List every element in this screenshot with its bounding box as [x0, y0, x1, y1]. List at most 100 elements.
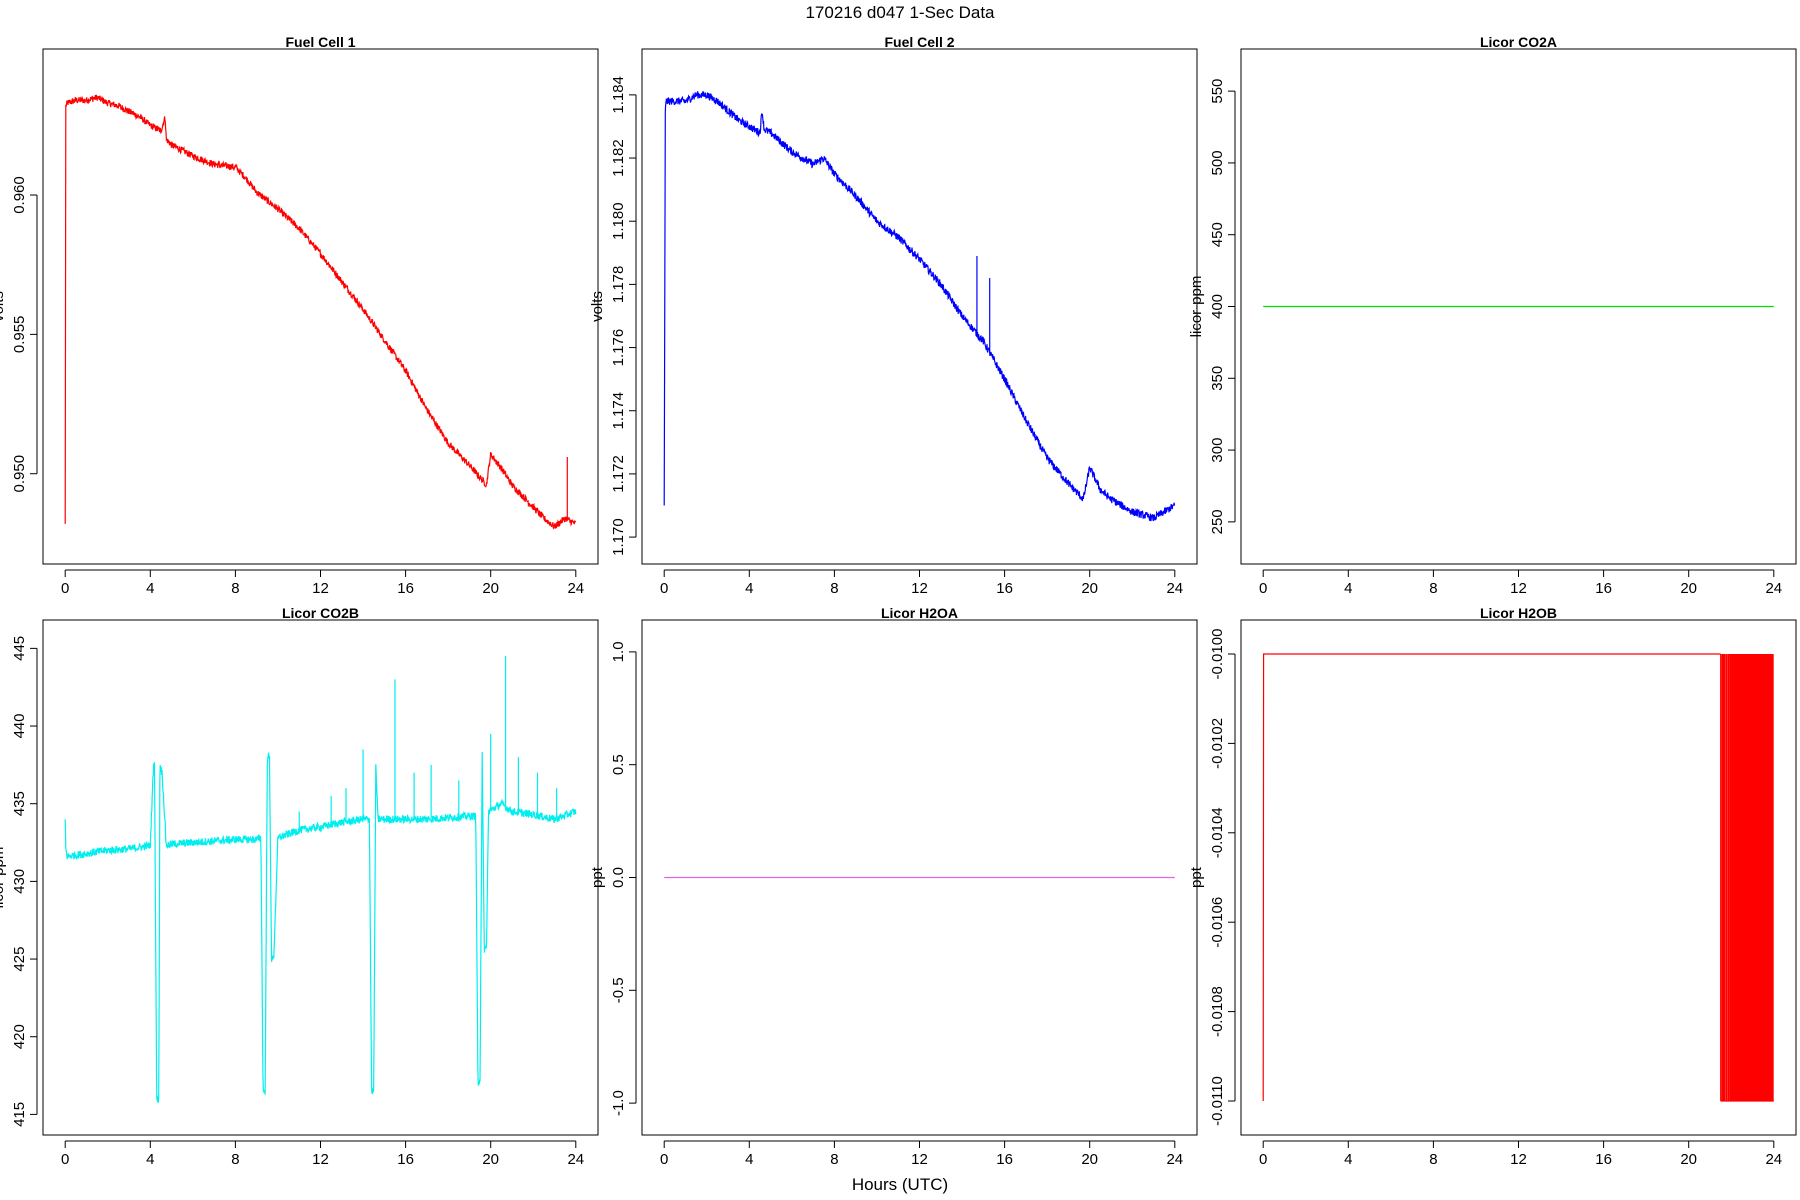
- y-tick-label: 425: [11, 947, 28, 972]
- series-line: [64, 94, 576, 530]
- x-tick-label: 12: [312, 580, 329, 597]
- y-axis: 415 420 425 430 435 440 445: [11, 636, 38, 1127]
- x-tick-label: 8: [231, 580, 239, 597]
- plot-frame: [641, 619, 1198, 1136]
- y-axis-label: volts: [0, 291, 7, 322]
- series-line: [663, 91, 1176, 522]
- x-tick-label: 0: [61, 580, 69, 597]
- y-tick-label: 0.950: [11, 455, 28, 493]
- x-tick-label: 20: [1680, 1151, 1697, 1168]
- x-tick-label: 0: [660, 1151, 668, 1168]
- series: [663, 91, 1176, 522]
- series: [1262, 653, 1774, 1102]
- y-tick-label: 0.5: [610, 754, 627, 775]
- y-tick-label: -0.0102: [1209, 718, 1226, 769]
- y-tick-label: -0.0100: [1209, 629, 1226, 680]
- x-axis: 0 4 8 12 16 20 24: [660, 1140, 1183, 1168]
- x-tick-label: 24: [1765, 1151, 1782, 1168]
- series: [64, 656, 577, 1104]
- x-tick-label: 16: [397, 1151, 414, 1168]
- y-tick-label: 420: [11, 1024, 28, 1049]
- y-tick-label: 450: [1209, 222, 1226, 247]
- y-tick-label: 500: [1209, 150, 1226, 175]
- series-line: [1262, 653, 1721, 1102]
- y-axis-label: ppt: [589, 866, 606, 888]
- y-tick-label: 300: [1209, 438, 1226, 463]
- main-title: 170216 d047 1-Sec Data: [805, 3, 995, 22]
- x-tick-label: 0: [660, 580, 668, 597]
- y-tick-label: 435: [11, 791, 28, 816]
- y-tick-label: 445: [11, 636, 28, 661]
- y-tick-label: 0.955: [11, 316, 28, 354]
- x-axis: 0 4 8 12 16 20 24: [1259, 569, 1782, 597]
- y-axis-label: ppt: [1188, 866, 1205, 888]
- y-tick-label: 1.184: [610, 76, 627, 114]
- y-tick-label: 1.182: [610, 139, 627, 177]
- x-tick-label: 8: [1429, 580, 1437, 597]
- panel-title: Licor CO2A: [1480, 34, 1557, 50]
- x-tick-label: 20: [482, 580, 499, 597]
- x-axis: 0 4 8 12 16 20 24: [660, 569, 1183, 597]
- x-tick-label: 16: [1595, 1151, 1612, 1168]
- x-tick-label: 24: [567, 1151, 584, 1168]
- x-tick-label: 12: [1510, 580, 1527, 597]
- x-tick-label: 16: [996, 580, 1013, 597]
- x-tick-label: 0: [1259, 1151, 1267, 1168]
- y-axis: -1.0 -0.5 0.0 0.5 1.0: [610, 641, 637, 1116]
- plot-frame: [1240, 48, 1797, 565]
- x-tick-label: 24: [1166, 1151, 1183, 1168]
- x-tick-label: 20: [1081, 580, 1098, 597]
- panel-5: Licor H2OA ppt 0 4 8 12 16 20 24 -1.0 -0.5 0.0 0.5 1.…: [589, 605, 1198, 1168]
- y-tick-label: -0.0106: [1209, 897, 1226, 948]
- y-tick-label: -0.0110: [1209, 1076, 1226, 1126]
- x-tick-label: 8: [1429, 1151, 1437, 1168]
- x-tick-label: 4: [745, 1151, 753, 1168]
- x-tick-label: 16: [996, 1151, 1013, 1168]
- y-tick-label: -0.0104: [1209, 807, 1226, 858]
- x-axis: 0 4 8 12 16 20 24: [1259, 1140, 1782, 1168]
- y-tick-label: 1.174: [610, 392, 627, 430]
- y-axis-label: licor-ppm: [1188, 276, 1205, 338]
- y-tick-label: -0.0108: [1209, 986, 1226, 1037]
- y-axis: 1.170 1.172 1.174 1.176 1.178 1.180 1.182 1.184: [610, 76, 637, 556]
- x-tick-label: 4: [1344, 580, 1352, 597]
- y-axis: -0.0110 -0.0108 -0.0106 -0.0104 -0.0102 -0.01…: [1209, 629, 1236, 1126]
- y-tick-label: 1.178: [610, 266, 627, 304]
- plot-frame: [42, 619, 599, 1136]
- y-tick-label: 250: [1209, 509, 1226, 534]
- x-tick-label: 16: [397, 580, 414, 597]
- x-tick-label: 20: [482, 1151, 499, 1168]
- x-tick-label: 12: [312, 1151, 329, 1168]
- series: [64, 94, 576, 530]
- y-axis: 0.950 0.955 0.960: [11, 176, 38, 493]
- y-tick-label: 1.176: [610, 329, 627, 367]
- x-tick-label: 24: [1765, 580, 1782, 597]
- panel-title: Licor H2OB: [1480, 605, 1557, 621]
- plot-frame: [1240, 619, 1797, 1136]
- x-axis: 0 4 8 12 16 20 24: [61, 1140, 584, 1168]
- panel-3: Licor CO2A licor-ppm 0 4 8 12 16 20 24 250 300 350 4…: [1188, 34, 1797, 597]
- x-tick-label: 4: [745, 580, 753, 597]
- y-tick-label: 0.960: [11, 176, 28, 214]
- x-tick-label: 8: [231, 1151, 239, 1168]
- x-tick-label: 12: [1510, 1151, 1527, 1168]
- y-axis: 250 300 350 400 450 500 550: [1209, 79, 1236, 534]
- y-tick-label: 1.180: [610, 202, 627, 240]
- y-axis-label: volts: [589, 291, 606, 322]
- y-tick-label: 0.0: [610, 867, 627, 888]
- y-tick-label: 430: [11, 869, 28, 894]
- x-tick-label: 20: [1680, 580, 1697, 597]
- x-tick-label: 20: [1081, 1151, 1098, 1168]
- y-tick-label: 1.172: [610, 455, 627, 493]
- y-tick-label: 350: [1209, 366, 1226, 391]
- x-tick-label: 4: [146, 1151, 154, 1168]
- y-tick-label: 1.0: [610, 641, 627, 662]
- y-tick-label: 400: [1209, 294, 1226, 319]
- y-tick-label: 1.170: [610, 518, 627, 556]
